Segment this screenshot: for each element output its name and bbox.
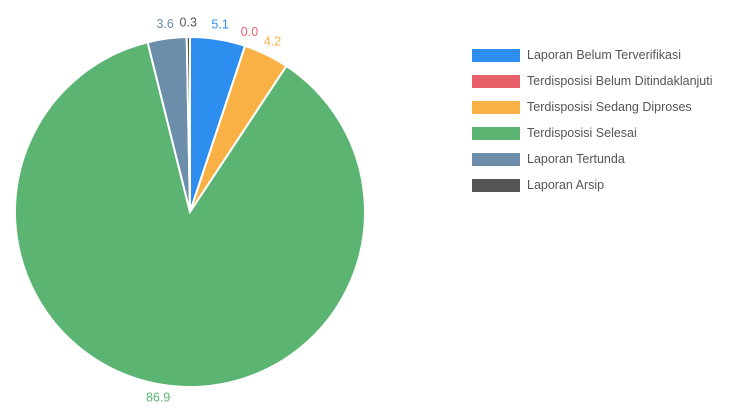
- legend-swatch: [472, 126, 520, 140]
- legend-label: Laporan Tertunda: [527, 152, 625, 166]
- legend-item-terdisposisi-sedang-diproses[interactable]: Terdisposisi Sedang Diproses: [472, 94, 713, 120]
- legend-item-terdisposisi-selesai[interactable]: Terdisposisi Selesai: [472, 120, 713, 146]
- legend-item-laporan-tertunda[interactable]: Laporan Tertunda: [472, 146, 713, 172]
- legend-label: Laporan Arsip: [527, 178, 605, 192]
- legend-label: Terdisposisi Selesai: [527, 126, 637, 140]
- legend-item-laporan-belum-terverifikasi[interactable]: Laporan Belum Terverifikasi: [472, 42, 713, 68]
- legend-item-terdisposisi-belum-ditindaklanjuti[interactable]: Terdisposisi Belum Ditindaklanjuti: [472, 68, 713, 94]
- legend-swatch: [472, 48, 520, 62]
- pie-slice-terdisposisi-selesai[interactable]: [14, 41, 366, 388]
- pie-label-laporan-tertunda: 3.6: [156, 17, 173, 31]
- pie-label-laporan-belum-terverifikasi: 5.1: [211, 18, 228, 32]
- chart-legend: Laporan Belum Terverifikasi Terdisposisi…: [472, 42, 713, 198]
- pie-label-laporan-arsip: 0.3: [180, 15, 197, 29]
- legend-label: Terdisposisi Belum Ditindaklanjuti: [527, 74, 713, 88]
- pie-label-terdisposisi-sedang-diproses: 4.2: [264, 34, 281, 48]
- legend-label: Terdisposisi Sedang Diproses: [527, 100, 692, 114]
- legend-swatch: [472, 100, 520, 114]
- legend-swatch: [472, 178, 520, 192]
- legend-swatch: [472, 152, 520, 166]
- legend-item-laporan-arsip[interactable]: Laporan Arsip: [472, 172, 713, 198]
- pie-label-terdisposisi-belum-ditindaklanjuti: 0.0: [241, 25, 258, 39]
- pie-slice-laporan-arsip[interactable]: [185, 35, 191, 213]
- legend-label: Laporan Belum Terverifikasi: [527, 48, 682, 62]
- pie-label-terdisposisi-selesai: 86.9: [146, 391, 170, 405]
- legend-swatch: [472, 74, 520, 88]
